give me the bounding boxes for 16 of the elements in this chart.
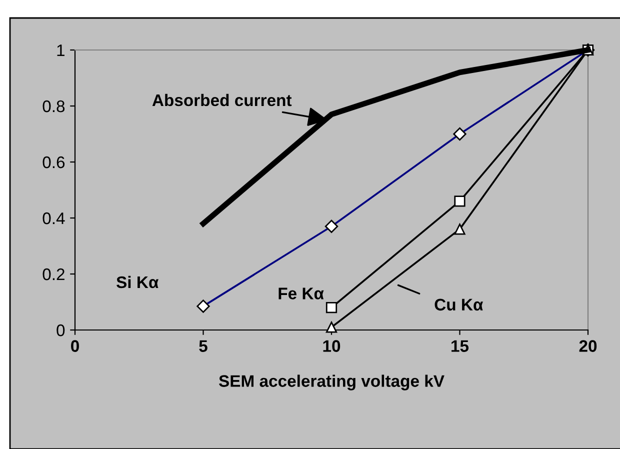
y-tick-label: 0.4	[42, 212, 65, 224]
series-label: Fe Kα	[278, 288, 324, 300]
x-tick-label: 15	[452, 340, 469, 352]
x-tick-label: 10	[323, 340, 340, 352]
x-tick-label: 20	[579, 340, 597, 352]
x-tick-label: 0	[71, 340, 79, 352]
x-axis-title: SEM accelerating voltage kV	[218, 374, 444, 390]
text: Cu Kα	[434, 298, 484, 311]
series-label: Absorbed current	[152, 94, 292, 106]
y-tick-label: 0.2	[42, 268, 64, 280]
x-tick-label: 5	[199, 340, 208, 352]
y-tick-label: 0.8	[42, 100, 65, 112]
y-tick-label: 0	[56, 324, 65, 336]
text: Si Kα	[116, 276, 159, 288]
y-tick-label: 1	[57, 44, 64, 56]
y-tick-label: 0.6	[42, 156, 65, 168]
